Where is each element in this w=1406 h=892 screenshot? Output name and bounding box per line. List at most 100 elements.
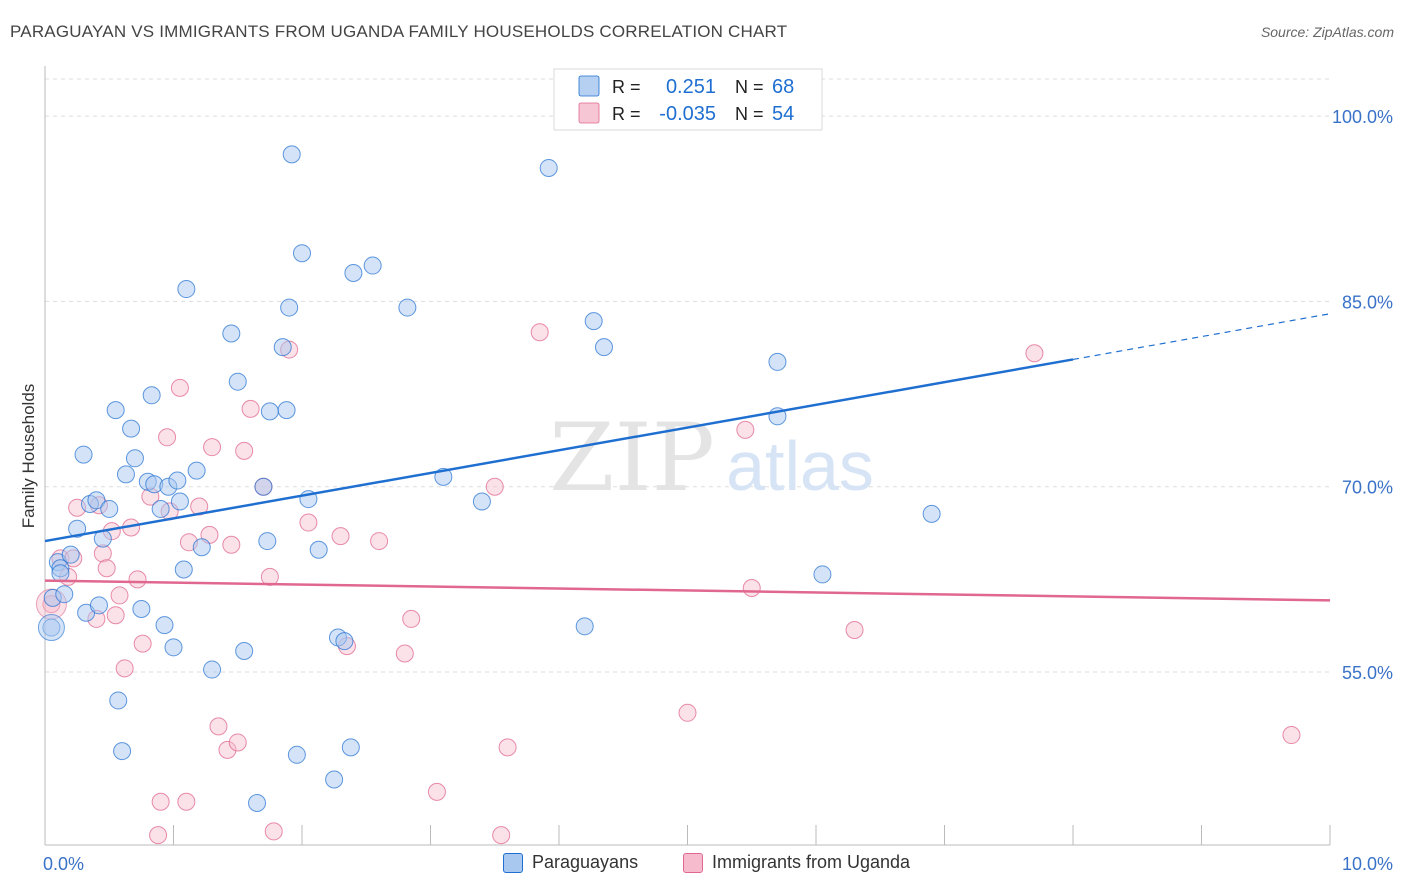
paraguayan-point [309, 540, 328, 559]
paraguayan-point [109, 691, 128, 710]
paraguayan-point [170, 492, 189, 511]
paraguayan-point [813, 565, 832, 584]
chart-title: PARAGUAYAN VS IMMIGRANTS FROM UGANDA FAM… [10, 22, 788, 41]
legend-swatch-uganda [683, 852, 703, 873]
uganda-point [492, 826, 511, 845]
paraguayan-point [142, 386, 161, 405]
uganda-point [158, 428, 177, 447]
paraguayan-point [192, 538, 211, 557]
y-tick-label: 100.0% [1332, 107, 1393, 127]
uganda-point [370, 532, 389, 551]
paraguayan-point [287, 745, 306, 764]
uganda-point [845, 621, 864, 640]
paraguayan-point [89, 596, 108, 615]
paraguayan-point [341, 738, 360, 757]
legend-item-uganda: Immigrants from Uganda [683, 852, 910, 873]
watermark-zip: ZIP [549, 404, 715, 513]
paraguayan-point [168, 471, 187, 490]
uganda-point [742, 579, 761, 598]
paraguayan-point [335, 632, 354, 651]
paraguayan-point [116, 465, 135, 484]
paraguayan-point [177, 280, 196, 299]
uganda-point [133, 634, 152, 653]
paraguayan-point [132, 600, 151, 619]
legend-n-value-blue: 68 [772, 76, 794, 98]
axes [44, 66, 1331, 846]
paraguayan-point [280, 298, 299, 317]
paraguayan-point [125, 449, 144, 468]
paraguayan-point [258, 532, 277, 551]
paraguayan-point [174, 560, 193, 579]
paraguayan-point [260, 402, 279, 421]
x-tick-label: 10.0% [1342, 854, 1393, 874]
paraguayan-point [325, 770, 344, 789]
paraguayan-point [113, 742, 132, 761]
uganda-trend-line [44, 579, 1331, 602]
paraguayan-point [273, 338, 292, 357]
paraguayan-point [155, 616, 174, 635]
uganda-point [395, 644, 414, 663]
uganda-point [498, 738, 517, 757]
paraguayan-point [398, 298, 417, 317]
uganda-point [264, 822, 283, 841]
paraguayan-point [106, 401, 125, 420]
x-tick-label: 0.0% [43, 854, 84, 874]
uganda-point [1025, 344, 1044, 363]
paraguayan-trend-extension [1072, 313, 1331, 361]
paraguayan-point [344, 263, 363, 282]
legend-n-label-blue: N = [735, 77, 764, 97]
paraguayan-point [248, 793, 267, 812]
uganda-point [177, 792, 196, 811]
uganda-point [128, 570, 147, 589]
stats-legend: R = 0.251 N = 68 R = -0.035 N = 54 [553, 68, 823, 131]
legend-swatch-pink [578, 102, 600, 124]
uganda-point [1282, 726, 1301, 745]
paraguayan-point [539, 158, 558, 177]
paraguayan-point [164, 638, 183, 657]
uganda-point [203, 438, 222, 457]
uganda-point [241, 399, 260, 418]
y-tick-label: 70.0% [1342, 478, 1393, 498]
uganda-point [209, 717, 228, 736]
paraguayan-point [235, 642, 254, 661]
uganda-point [170, 378, 189, 397]
legend-label-paraguayans: Paraguayans [532, 852, 639, 872]
uganda-point [151, 792, 170, 811]
uganda-point [218, 740, 237, 759]
paraguayan-point [768, 352, 787, 371]
paraguayan-point [594, 338, 613, 357]
paraguayan-point [254, 477, 273, 496]
uganda-point [736, 420, 755, 439]
paraguayan-point [55, 585, 74, 604]
legend-n-label-pink: N = [735, 104, 764, 124]
paraguayan-point [68, 519, 87, 538]
watermark-atlas: atlas [726, 427, 874, 505]
paraguayan-point [277, 401, 296, 420]
uganda-point [235, 441, 254, 460]
legend-r-value-pink: -0.035 [659, 103, 716, 125]
uganda-point [149, 826, 168, 845]
trend-lines [44, 313, 1331, 602]
paraguayan-point [100, 499, 119, 518]
paraguayan-point-large [37, 614, 65, 642]
paraguayan-point [293, 244, 311, 263]
paraguayan-point [187, 461, 206, 480]
uganda-point [485, 477, 504, 496]
uganda-point [678, 703, 697, 722]
paraguayan-point [228, 372, 247, 391]
paraguayan-point [74, 445, 93, 464]
uganda-point [106, 606, 125, 625]
paraguayan-point [51, 564, 70, 583]
uganda-point [115, 659, 134, 678]
legend-r-value-blue: 0.251 [666, 76, 716, 98]
y-tick-label: 55.0% [1342, 663, 1393, 683]
uganda-point [331, 527, 350, 546]
paraguayan-point [61, 545, 80, 564]
paraguayan-point [122, 419, 141, 438]
paraguayan-point [922, 504, 941, 523]
source-label: Source: ZipAtlas.com [1260, 24, 1394, 40]
paraguayan-point [575, 617, 594, 636]
paraguayan-point [222, 324, 241, 343]
paraguayan-point [203, 660, 222, 679]
y-tick-label: 85.0% [1342, 292, 1393, 312]
